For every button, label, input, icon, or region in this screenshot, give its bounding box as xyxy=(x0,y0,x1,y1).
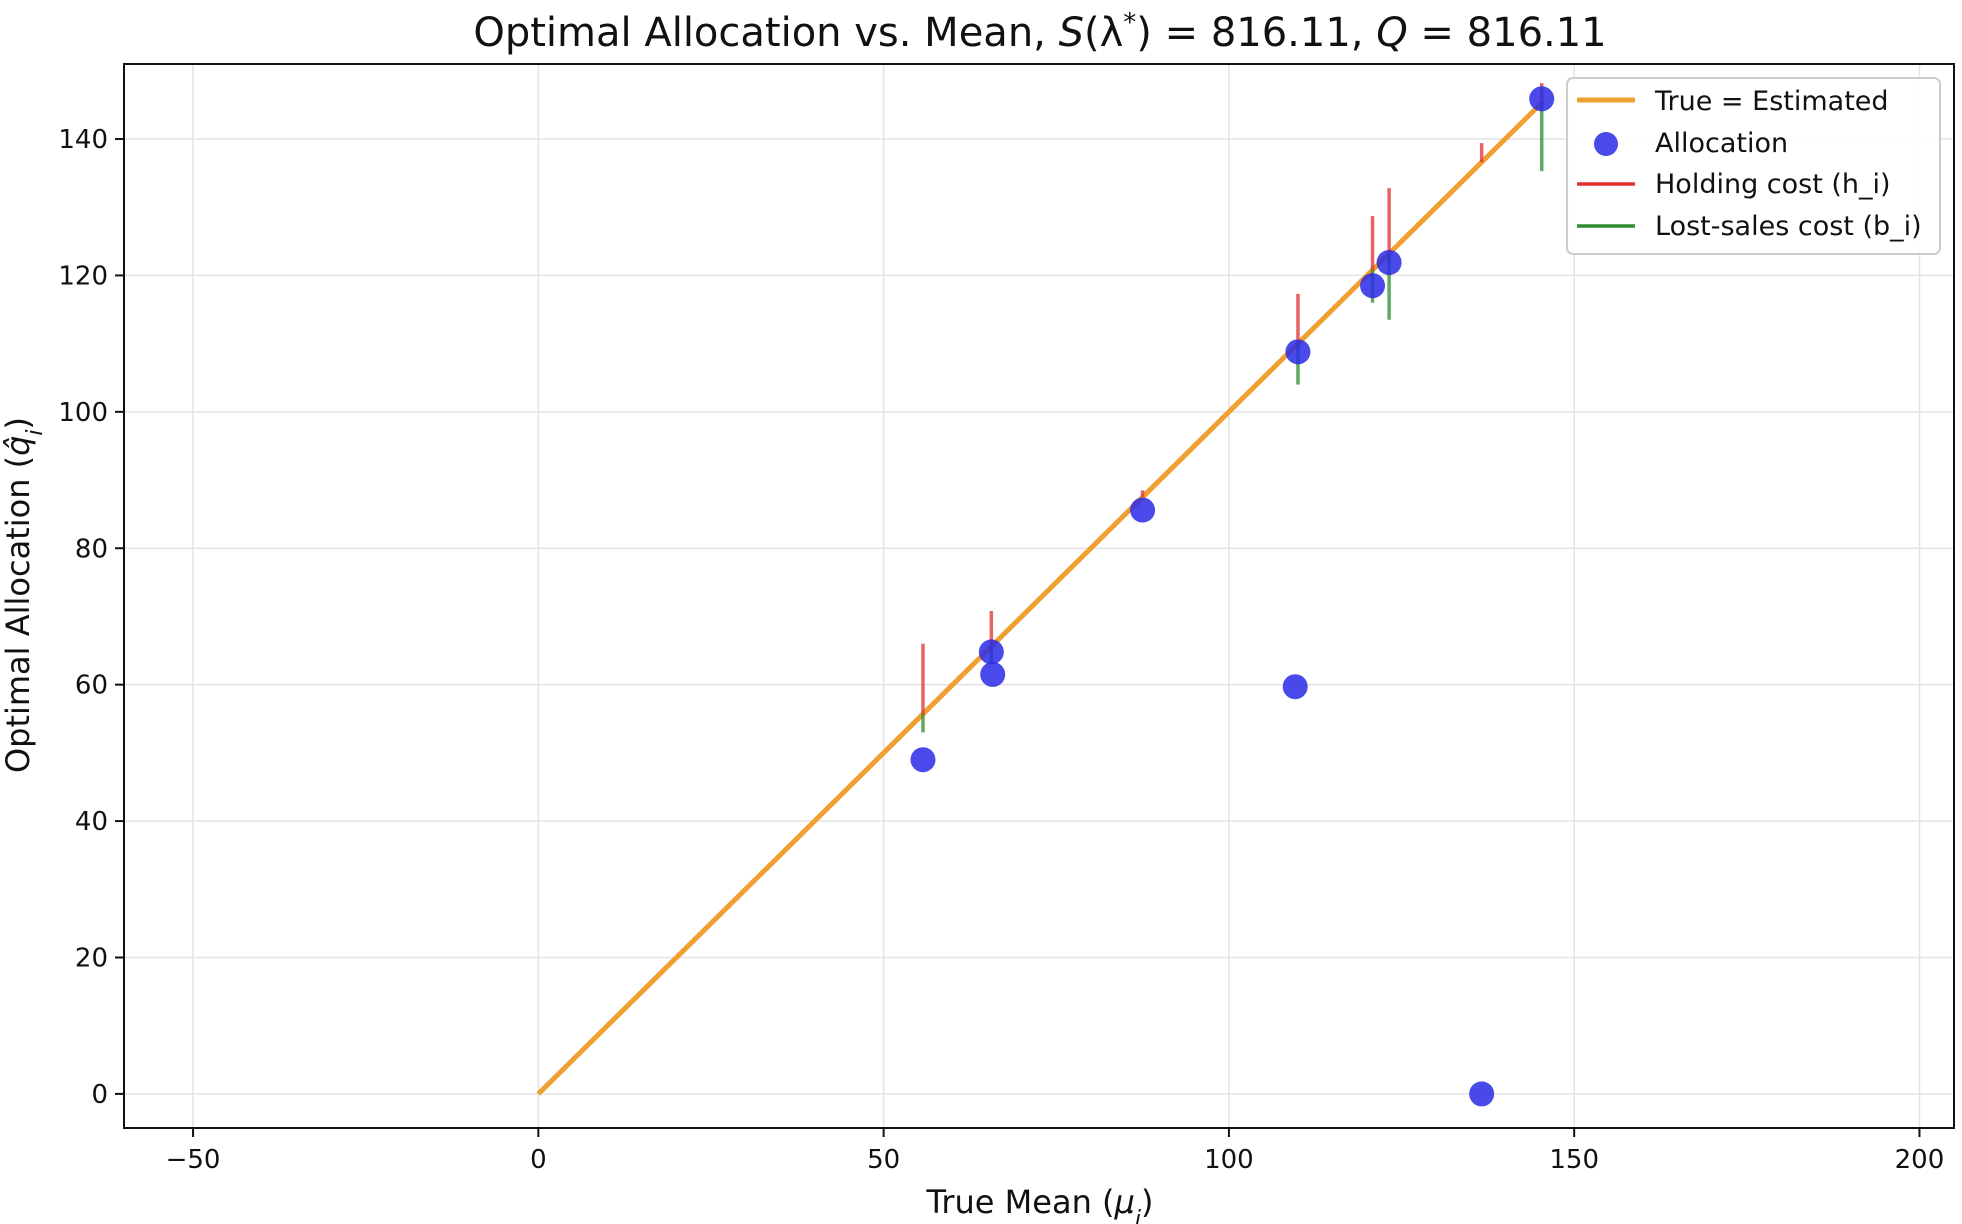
legend: True = Estimated Allocation Holding cost… xyxy=(1566,77,1941,255)
chart-title: Optimal Allocation vs. Mean, S(λ*) = 816… xyxy=(473,8,1606,56)
y-tick-label: 100 xyxy=(58,398,108,428)
grid xyxy=(124,64,1954,1128)
x-tick-label: 200 xyxy=(1895,1145,1945,1175)
allocation-point xyxy=(1282,674,1308,700)
y-tick-label: 40 xyxy=(75,807,108,837)
allocation-point xyxy=(1130,497,1156,523)
axes-frame xyxy=(123,63,1955,1129)
legend-label-allocation: Allocation xyxy=(1655,128,1788,159)
legend-box xyxy=(1566,77,1941,255)
y-tick-label: 20 xyxy=(75,943,108,973)
allocation-point xyxy=(1285,339,1311,365)
allocation-point xyxy=(1360,273,1386,299)
y-tick-label: 60 xyxy=(75,671,108,701)
x-tick-label: 100 xyxy=(1204,1145,1254,1175)
y-tick-label: 0 xyxy=(91,1080,108,1110)
allocation-point xyxy=(978,639,1004,665)
y-tick-label: 140 xyxy=(58,125,108,155)
reference-line xyxy=(536,99,1545,1096)
y-tick-label: 120 xyxy=(58,261,108,291)
allocation-point xyxy=(1376,249,1402,275)
x-tick-label: 50 xyxy=(867,1145,900,1175)
legend-label-lost-sales-cost: Lost-sales cost (b_i) xyxy=(1655,211,1922,242)
x-tick-label: 0 xyxy=(530,1145,547,1175)
y-axis-label: Optimal Allocation (q̂i) xyxy=(0,417,48,773)
allocation-point xyxy=(1469,1081,1495,1107)
legend-swatch-allocation xyxy=(1594,132,1618,156)
x-tick-label: −50 xyxy=(166,1145,221,1175)
plot-content xyxy=(536,83,1555,1107)
x-tick-label: 150 xyxy=(1549,1145,1599,1175)
allocation-point xyxy=(980,661,1006,687)
allocation-point xyxy=(1529,86,1555,112)
x-axis-label: True Mean (μi) xyxy=(926,1183,1154,1224)
legend-label-reference-line: True = Estimated xyxy=(1654,86,1889,117)
y-tick-label: 80 xyxy=(75,534,108,564)
ticks: −50 0 50 100 150 200 0 20 40 60 80 100 120 140 xyxy=(58,125,1944,1175)
allocation-point xyxy=(910,747,936,773)
legend-label-holding-cost: Holding cost (h_i) xyxy=(1655,169,1891,200)
